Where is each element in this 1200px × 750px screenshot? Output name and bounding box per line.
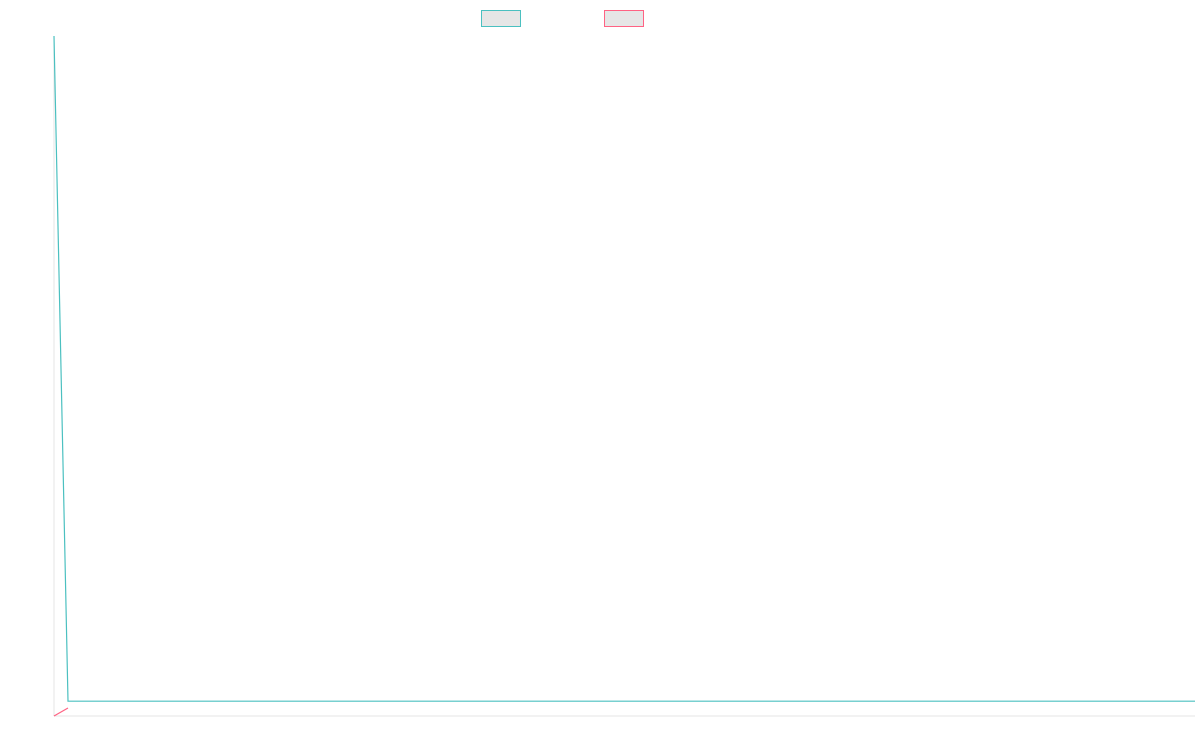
legend-swatch-1[interactable] bbox=[481, 10, 521, 27]
series-layer bbox=[53, 35, 1195, 717]
legend-swatch-2[interactable] bbox=[604, 10, 644, 27]
legend bbox=[481, 10, 644, 27]
series-line-1 bbox=[53, 35, 1195, 702]
axes bbox=[53, 36, 1195, 717]
series-line-2 bbox=[53, 707, 69, 717]
